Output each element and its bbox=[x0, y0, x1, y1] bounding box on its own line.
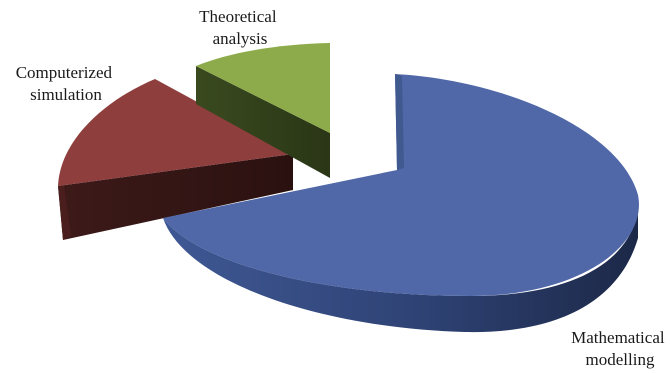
slice-outer-wall bbox=[58, 186, 71, 240]
label-line: Computerized bbox=[16, 63, 113, 82]
slice-mathematical-modelling bbox=[163, 74, 639, 333]
slice-inner-wall bbox=[395, 74, 404, 170]
slice-side bbox=[163, 213, 638, 333]
label-line: modelling bbox=[586, 350, 655, 369]
slice-side bbox=[196, 66, 330, 178]
label-line: Mathematical bbox=[571, 328, 665, 347]
slice-theoretical-analysis bbox=[196, 43, 330, 178]
slice-top bbox=[58, 79, 293, 186]
slice-top bbox=[196, 43, 330, 133]
slice-side bbox=[58, 154, 293, 240]
label-line: analysis bbox=[213, 29, 268, 48]
label-mathematical-modelling: Mathematical modelling bbox=[571, 328, 669, 369]
label-line: simulation bbox=[30, 85, 102, 104]
label-line: Theoretical bbox=[199, 7, 277, 26]
label-theoretical-analysis: Theoretical analysis bbox=[199, 7, 281, 48]
label-computerized-simulation: Computerized simulation bbox=[16, 63, 117, 104]
slice-top bbox=[163, 74, 639, 296]
slice-computerized-simulation bbox=[58, 79, 293, 240]
